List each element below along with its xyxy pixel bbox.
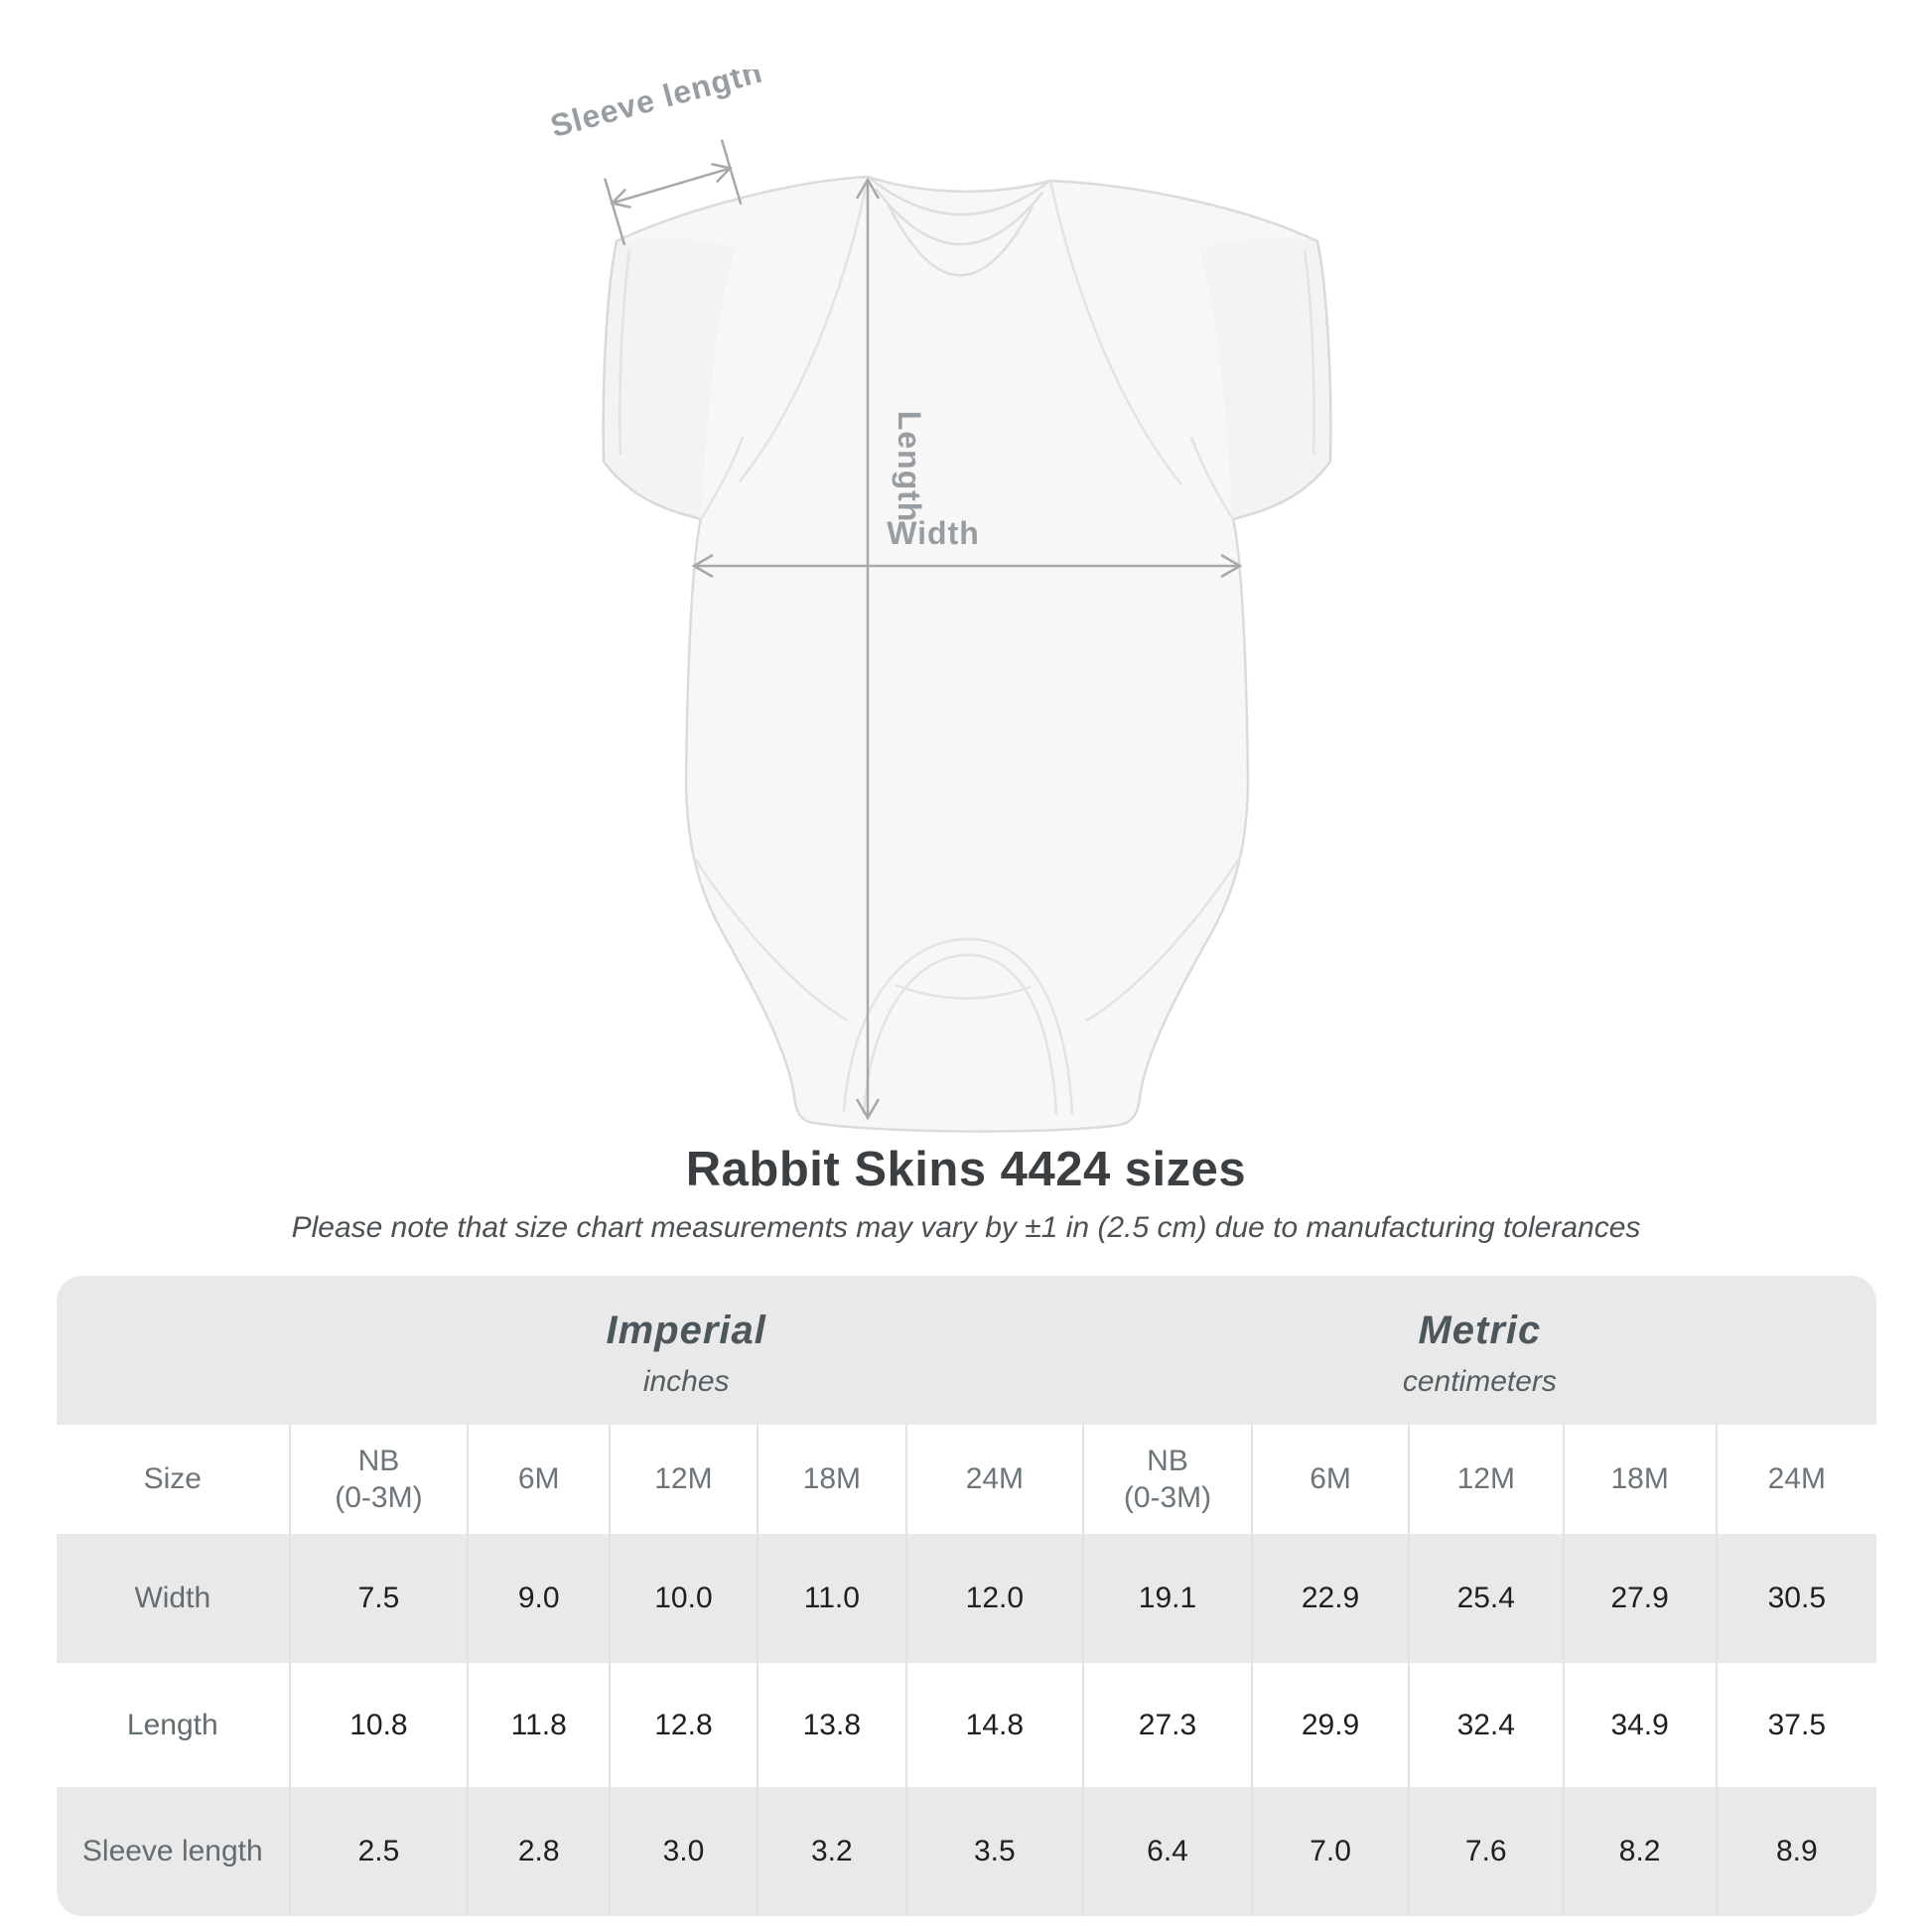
width-18m-imperial: 11.0 — [756, 1534, 906, 1663]
length-18m-imperial: 13.8 — [756, 1663, 906, 1787]
imperial-unit-label: inches — [642, 1364, 730, 1398]
sleeve-18m-metric: 8.2 — [1562, 1787, 1717, 1916]
column-header-6m-imperial: 6M — [467, 1425, 611, 1534]
width-24m-imperial: 12.0 — [904, 1534, 1083, 1663]
sleeve-12m-metric: 7.6 — [1407, 1787, 1564, 1916]
length-24m-imperial: 14.8 — [904, 1663, 1083, 1787]
column-header-12m-metric: 12M — [1407, 1425, 1564, 1534]
width-18m-metric: 27.9 — [1562, 1534, 1717, 1663]
column-header-24m-metric: 24M — [1715, 1425, 1876, 1534]
size-table-container: Imperial inches Metric centimeters Size … — [57, 1276, 1876, 1916]
table-row-width: Width 7.5 9.0 10.0 11.0 12.0 19.1 22.9 2… — [57, 1534, 1876, 1663]
width-24m-metric: 30.5 — [1715, 1534, 1876, 1663]
metric-label: Metric — [1418, 1308, 1542, 1352]
length-24m-metric: 37.5 — [1715, 1663, 1876, 1787]
sleeve-6m-imperial: 2.8 — [467, 1787, 611, 1916]
column-header-12m-imperial: 12M — [609, 1425, 758, 1534]
column-header-18m-imperial: 18M — [756, 1425, 906, 1534]
column-header-row: Size NB (0-3M) 6M 12M 18M 24M NB (0-3M) … — [57, 1425, 1876, 1534]
width-6m-imperial: 9.0 — [467, 1534, 611, 1663]
sleeve-18m-imperial: 3.2 — [756, 1787, 906, 1916]
table-row-sleeve-length: Sleeve length 2.5 2.8 3.0 3.2 3.5 6.4 7.… — [57, 1787, 1876, 1916]
length-12m-imperial: 12.8 — [609, 1663, 758, 1787]
length-nb-metric: 27.3 — [1081, 1663, 1253, 1787]
tolerance-note: Please note that size chart measurements… — [291, 1211, 1641, 1244]
metric-header: Metric centimeters — [1082, 1276, 1876, 1425]
metric-unit-label: centimeters — [1402, 1364, 1557, 1398]
width-6m-metric: 22.9 — [1251, 1534, 1409, 1663]
sleeve-length-label: Sleeve length — [547, 69, 766, 144]
column-header-nb-imperial: NB (0-3M) — [288, 1425, 469, 1534]
length-18m-metric: 34.9 — [1562, 1663, 1717, 1787]
bodysuit-illustration: Length Width Sleeve length — [547, 69, 1332, 1133]
table-row-length: Length 10.8 11.8 12.8 13.8 14.8 27.3 29.… — [57, 1663, 1876, 1787]
width-nb-imperial: 7.5 — [288, 1534, 469, 1663]
length-nb-imperial: 10.8 — [288, 1663, 469, 1787]
length-6m-metric: 29.9 — [1251, 1663, 1409, 1787]
size-column-header: Size — [143, 1462, 202, 1496]
length-arrow — [855, 177, 881, 1121]
imperial-label: Imperial — [606, 1308, 766, 1352]
row-label-width: Width — [57, 1534, 290, 1663]
length-12m-metric: 32.4 — [1407, 1663, 1564, 1787]
length-label: Length — [892, 411, 927, 523]
row-label-length: Length — [126, 1708, 218, 1741]
width-nb-metric: 19.1 — [1081, 1534, 1253, 1663]
sleeve-12m-imperial: 3.0 — [609, 1787, 758, 1916]
column-header-18m-metric: 18M — [1562, 1425, 1717, 1534]
imperial-header: Imperial inches — [289, 1276, 1083, 1425]
sleeve-6m-metric: 7.0 — [1251, 1787, 1409, 1916]
unit-header-row: Imperial inches Metric centimeters — [57, 1276, 1876, 1425]
width-12m-imperial: 10.0 — [609, 1534, 758, 1663]
bodysuit-garment — [602, 175, 1332, 1133]
width-12m-metric: 25.4 — [1407, 1534, 1564, 1663]
sleeve-nb-metric: 6.4 — [1081, 1787, 1253, 1916]
column-header-nb-metric: NB (0-3M) — [1081, 1425, 1253, 1534]
size-table: Imperial inches Metric centimeters Size … — [57, 1276, 1876, 1916]
sleeve-24m-imperial: 3.5 — [904, 1787, 1083, 1916]
page-title: Rabbit Skins 4424 sizes — [685, 1143, 1247, 1196]
length-6m-imperial: 11.8 — [467, 1663, 611, 1787]
row-label-sleeve-length: Sleeve length — [57, 1787, 290, 1916]
width-arrow — [691, 553, 1243, 579]
sleeve-length-arrow — [603, 139, 743, 246]
unit-header-spacer — [57, 1276, 290, 1425]
sleeve-nb-imperial: 2.5 — [288, 1787, 469, 1916]
column-header-24m-imperial: 24M — [904, 1425, 1083, 1534]
width-label: Width — [887, 515, 980, 551]
column-header-6m-metric: 6M — [1251, 1425, 1409, 1534]
sleeve-24m-metric: 8.9 — [1715, 1787, 1876, 1916]
